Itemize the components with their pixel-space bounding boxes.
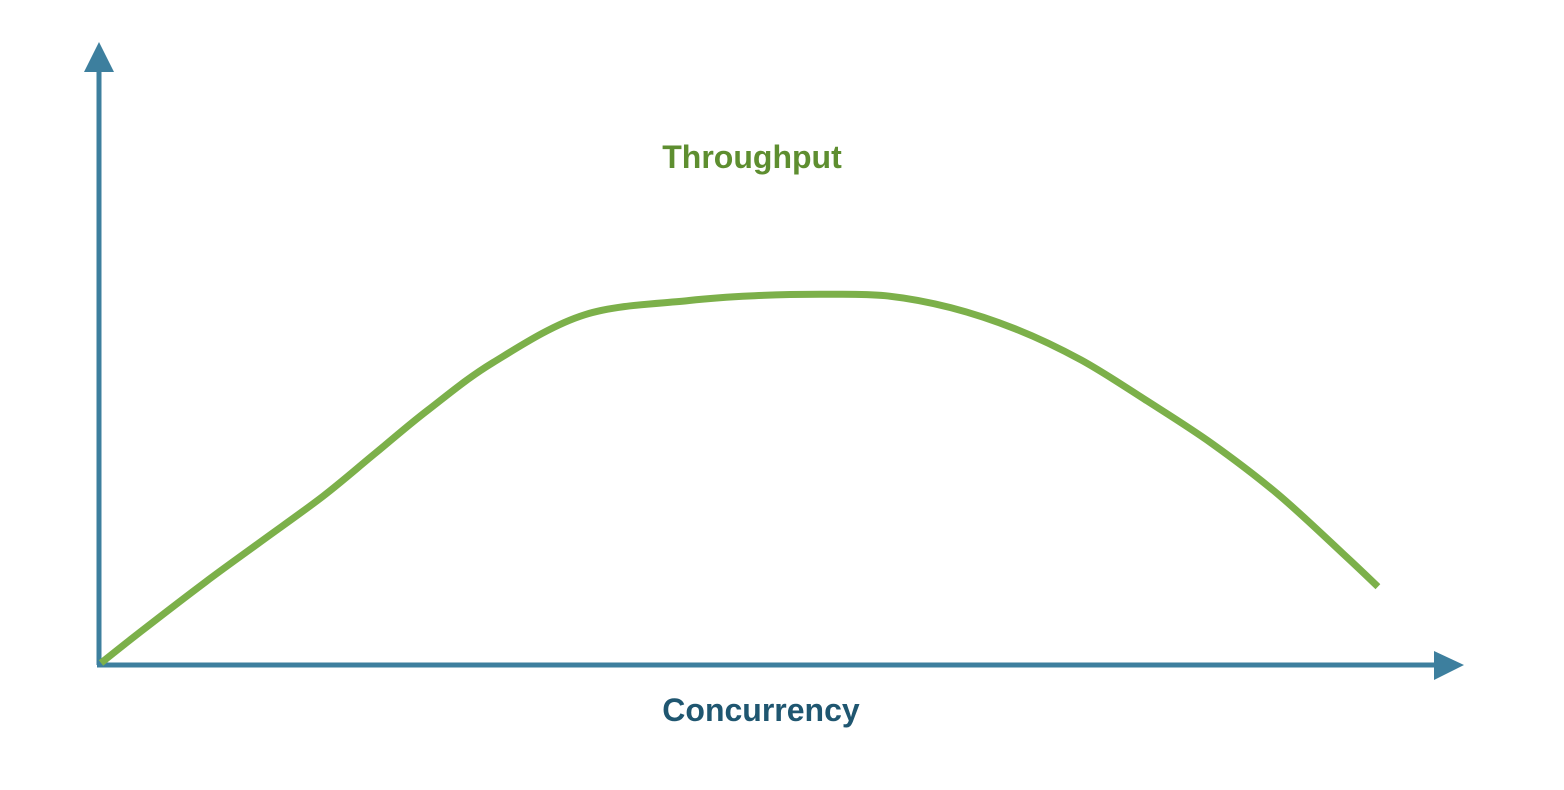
series-layer (98, 290, 1381, 666)
y-axis-arrow (84, 42, 114, 72)
x-axis-label: Concurrency (662, 692, 860, 728)
x-axis-arrow (1434, 651, 1464, 680)
series-label: Throughput (662, 139, 842, 175)
series-line-0 (98, 290, 1381, 666)
